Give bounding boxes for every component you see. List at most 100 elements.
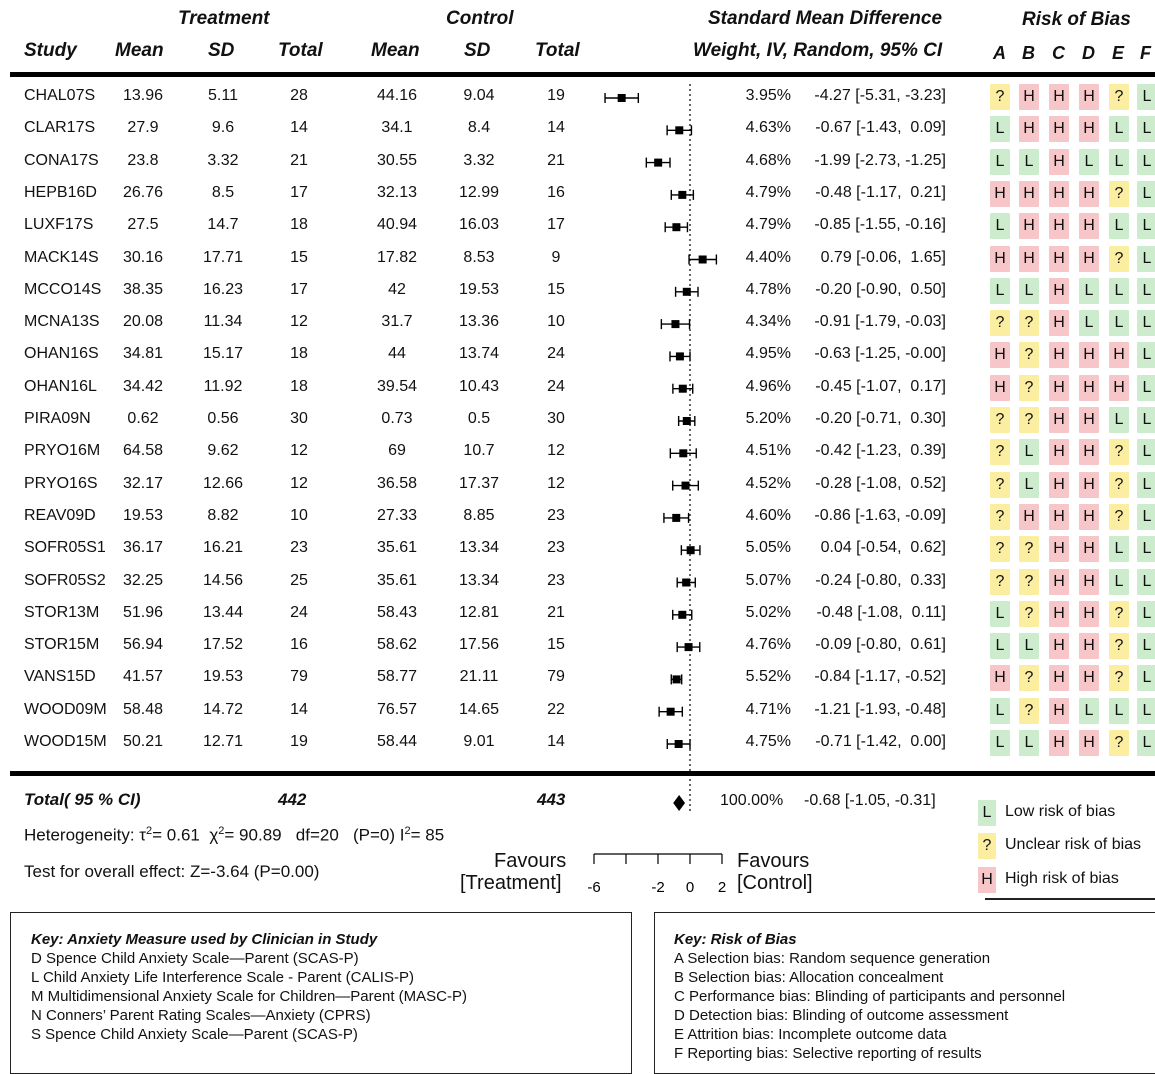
cell-t-mean: 38.35 — [122, 280, 164, 298]
cell-ci-text: -0.71 [-1.42, 0.00] — [815, 733, 946, 750]
rob-cell: L — [1079, 148, 1099, 175]
cell-t-sd: 9.6 — [211, 119, 235, 137]
rob-cell: L — [990, 116, 1010, 143]
rob-cell: L — [1079, 277, 1099, 304]
rob-cell: ? — [990, 503, 1010, 530]
rob-cell: H — [1079, 665, 1099, 692]
legend-label: High risk of bias — [1005, 870, 1119, 887]
rob-cell: H — [1079, 568, 1099, 595]
cell-t-total: 18 — [290, 377, 308, 395]
x-tick-label: 2 — [718, 879, 726, 896]
cell-weight: 4.52% — [745, 474, 791, 492]
point-estimate — [698, 255, 707, 264]
key-item: S Spence Child Anxiety Scale—Parent (SCA… — [31, 1026, 358, 1043]
point-estimate — [675, 126, 684, 135]
rob-cell: H — [1079, 116, 1099, 143]
cell-ci-text: -0.63 [-1.25, -0.00] — [814, 345, 946, 363]
cell-c-mean: 32.13 — [376, 183, 418, 201]
cell-t-mean: 58.48 — [122, 700, 164, 718]
rob-cell: ? — [1019, 665, 1039, 692]
cell-c-sd: 13.36 — [458, 313, 500, 331]
rob-cell: L — [1109, 148, 1129, 175]
cell-ci-text: -0.84 [-1.17, -0.52] — [814, 668, 946, 686]
rob-cell: ? — [1109, 600, 1129, 627]
cell-ci-text: -0.24 [-0.80, 0.33] — [815, 571, 946, 589]
cell-study: LUXF17S — [24, 216, 94, 234]
rob-cell: L — [1019, 730, 1039, 756]
rob-cell: H — [1049, 568, 1069, 595]
cell-c-sd: 3.32 — [463, 151, 495, 169]
legend-underline — [985, 898, 1155, 900]
rob-cell: L — [1079, 310, 1099, 337]
cell-t-mean: 64.58 — [122, 442, 164, 460]
rob-cell: ? — [990, 471, 1010, 498]
cell-c-total: 22 — [547, 700, 565, 718]
cell-t-sd: 12.66 — [202, 474, 244, 492]
cell-c-mean: 44.16 — [376, 87, 418, 104]
cell-t-mean: 23.8 — [127, 151, 159, 169]
rob-cell: H — [1079, 245, 1099, 272]
rob-cell: ? — [1109, 503, 1129, 530]
rob-cell: H — [1019, 213, 1039, 240]
cell-t-total: 15 — [290, 248, 308, 266]
rob-cell: L — [1109, 213, 1129, 240]
rob-cell: ? — [1109, 633, 1129, 660]
point-estimate — [682, 578, 691, 587]
cell-study: PIRA09N — [24, 410, 91, 427]
rob-cell: ? — [990, 568, 1010, 595]
cell-weight: 4.79% — [745, 183, 791, 201]
key-bias-title: Key: Risk of Bias — [674, 931, 797, 948]
cell-t-total: 30 — [290, 410, 308, 427]
cell-weight: 4.34% — [745, 313, 791, 331]
rob-cell: L — [990, 213, 1010, 240]
cell-t-mean: 20.08 — [122, 313, 164, 331]
rob-cell: L — [1137, 471, 1155, 498]
cell-study: CHAL07S — [24, 87, 96, 104]
cell-c-total: 23 — [547, 571, 565, 589]
rob-cell: H — [990, 245, 1010, 272]
cell-c-mean: 69 — [388, 442, 406, 460]
rob-cell: H — [1079, 180, 1099, 207]
cell-t-sd: 14.72 — [202, 700, 244, 718]
total-treatment: 442 — [278, 790, 307, 809]
treatment-sd-header: SD — [208, 40, 235, 61]
rob-cell: L — [1137, 503, 1155, 530]
legend-label: Low risk of bias — [1005, 803, 1116, 820]
cell-c-mean: 36.58 — [376, 474, 418, 492]
cell-t-sd: 0.56 — [207, 410, 239, 427]
rob-cell: H — [1079, 213, 1099, 240]
rob-cell: H — [1079, 633, 1099, 660]
cell-c-sd: 0.5 — [467, 410, 491, 427]
rob-cell: ? — [1019, 600, 1039, 627]
cell-t-sd: 8.5 — [211, 183, 235, 201]
rob-cell: L — [1137, 697, 1155, 724]
rob-cell: L — [1137, 407, 1155, 433]
rob-cell: H — [1049, 407, 1069, 433]
cell-t-total: 25 — [290, 571, 308, 589]
favours-right-1: Favours — [737, 850, 810, 872]
cell-c-sd: 10.43 — [458, 377, 500, 395]
cell-c-sd: 8.4 — [467, 119, 491, 137]
cell-study: WOOD15M — [24, 733, 107, 750]
key-item: C Performance bias: Blinding of particip… — [674, 988, 1066, 1005]
rob-cell: ? — [1109, 245, 1129, 272]
rob-cell: L — [1137, 245, 1155, 272]
rob-cell: ? — [1109, 439, 1129, 466]
cell-t-total: 28 — [290, 87, 308, 104]
cell-c-sd: 16.03 — [458, 216, 500, 234]
cell-t-sd: 9.62 — [207, 442, 239, 460]
favours-right-2: [Control] — [737, 872, 813, 894]
cell-study: STOR15M — [24, 636, 100, 654]
rob-cell: H — [1079, 407, 1099, 433]
legend-swatch: H — [978, 867, 996, 893]
rob-cell: L — [1019, 471, 1039, 498]
cell-c-sd: 12.99 — [458, 183, 500, 201]
rob-cell: H — [1049, 310, 1069, 337]
cell-c-mean: 17.82 — [376, 248, 418, 266]
cell-study: MCNA13S — [24, 313, 100, 331]
key-item: N Conners’ Parent Rating Scales—Anxiety … — [31, 1007, 371, 1024]
point-estimate — [686, 546, 695, 555]
cell-t-mean: 27.9 — [127, 119, 159, 137]
cell-study: STOR13M — [24, 603, 100, 621]
